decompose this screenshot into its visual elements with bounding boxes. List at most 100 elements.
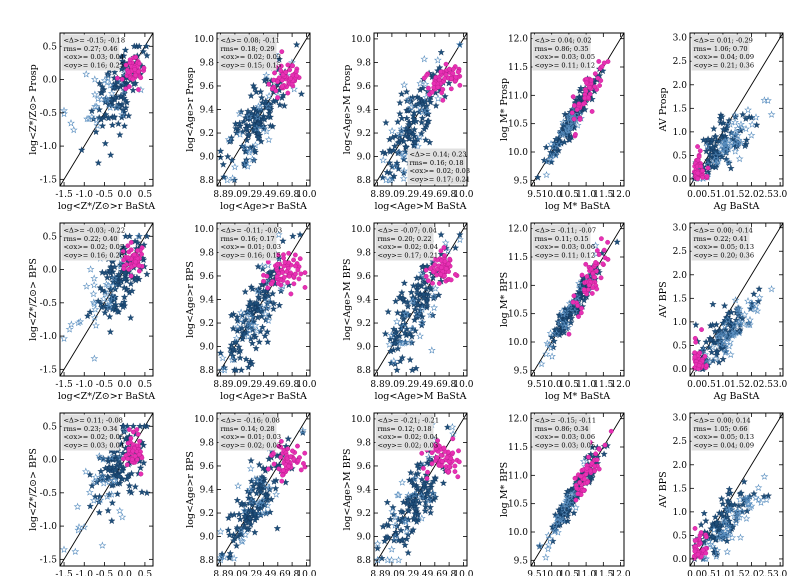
stats-line: <σx>= 0.02; 0.04 [378,433,439,441]
open-star-point [89,289,98,298]
filled-star-point [247,477,256,485]
open-star-point [383,556,392,564]
filled-star-point [119,422,128,430]
open-star-point [728,533,737,541]
filled-star-point [120,283,128,291]
open-star-point [566,490,575,499]
circle-point [569,110,575,116]
filled-star-point [94,159,103,167]
y-axis-label: AV BPS [658,471,669,508]
x-tick-label: 8.8 [213,570,228,576]
filled-star-point [98,122,107,130]
circle-point [450,450,456,456]
x-tick-label: 9.5 [527,570,542,576]
open-star-point [264,302,272,311]
scatter-panel-p13: 9.5 10.010.511.011.512.09.510.010.511.011… [499,222,631,402]
filled-star-point [419,84,427,92]
filled-star-point [381,537,389,545]
open-star-point [723,333,731,342]
filled-star-point [719,355,727,363]
open-star-point [713,546,722,554]
y-tick-label: 9.8 [200,438,215,448]
open-star-point [102,94,111,102]
circle-point [441,445,447,451]
filled-star-point [254,129,263,137]
open-star-point [715,331,724,340]
filled-star-point [125,481,134,489]
x-axis-label: log<Z*/Z⊙>r BaStA [58,201,155,212]
open-star-point [400,166,408,175]
open-star-point [67,119,75,127]
circle-point [134,427,140,433]
filled-star-point [279,237,287,245]
filled-star-point [254,293,263,301]
filled-star-point [411,305,419,313]
open-star-point [245,146,254,154]
x-tick-label: 9.6 [428,570,443,576]
circle-point [593,260,599,265]
open-star-point [262,481,271,489]
filled-star-point [409,526,417,534]
filled-star-point [263,492,271,500]
open-star-point [98,541,107,549]
open-star-point [545,340,554,349]
x-tick-label: 1.0 [716,570,731,576]
circle-point [573,497,579,503]
y-axis-label: log<Age>r BPS [185,261,196,338]
open-star-point [724,145,733,153]
filled-star-point [410,481,418,489]
open-star-point [92,102,101,111]
circle-point [279,49,285,55]
y-tick-label: 0.5 [43,232,58,242]
open-star-point [764,96,772,105]
filled-star-point [429,311,437,319]
y-tick-label: 0.5 [673,531,688,541]
circle-point [273,88,279,94]
filled-star-point [273,524,282,532]
y-tick-label: -1.0 [40,142,58,152]
open-star-point [755,293,764,302]
filled-star-point [296,230,304,238]
open-star-point [418,305,426,313]
open-star-point [726,141,735,149]
stats-line: <σx>= 0.03; 0.05 [535,53,596,61]
circle-point [692,350,698,356]
x-tick-label: 2.0 [744,570,759,576]
scatter-panel-p21: 8.8 9.0 9.2 9.4 9.6 9.810.08.89.09.29.49.69.8… [185,412,317,576]
circle-point [286,463,292,469]
scatter-panel-p10: -1.5 -1.0 -0.5 0.0 0.5-1.5-1.0-0.50.00.5log<… [28,222,155,402]
open-star-point [65,325,74,333]
open-star-point [546,329,555,337]
filled-star-point [246,300,255,308]
filled-star-point [122,104,130,112]
circle-point [576,101,582,107]
stats-line: <Δ>= -0.16; 0.08 [221,417,280,425]
circle-point [280,270,285,275]
open-star-point [555,140,564,148]
circle-point [136,61,142,66]
circle-point [573,131,578,137]
filled-star-point [241,500,249,508]
filled-star-point [727,164,735,172]
open-star-point [238,537,247,546]
data-points [217,223,310,376]
stats-box [532,414,591,451]
circle-point [138,75,144,81]
open-star-point [409,296,418,305]
open-star-point [566,502,574,510]
y-tick-label: 9.0 [357,343,372,353]
circle-point [302,285,308,290]
open-star-point [405,338,414,346]
circle-point [298,467,304,473]
filled-star-point [115,270,123,278]
open-star-point [708,542,717,550]
open-star-point [553,513,561,522]
open-star-point [721,348,730,357]
x-tick-label: 1.0 [716,380,731,390]
filled-star-point [711,513,720,521]
stats-box [218,34,277,71]
stats-line: rms= 0.16; 0.17 [221,235,275,243]
filled-star-point [721,505,730,513]
open-star-point [737,120,745,128]
filled-star-point [143,270,151,278]
